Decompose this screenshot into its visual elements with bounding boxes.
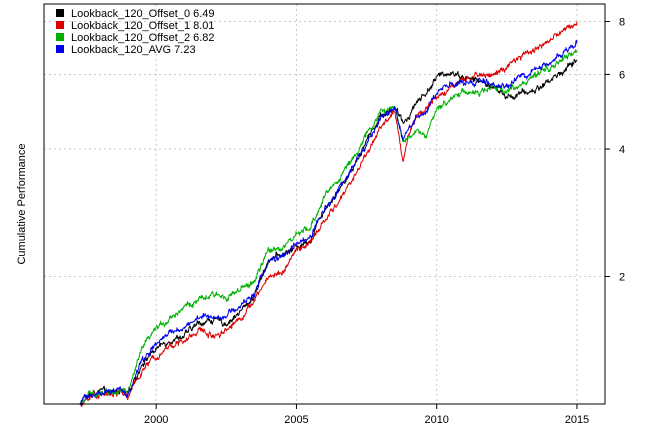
series-lines xyxy=(66,21,578,408)
x-tick-label-2005: 2005 xyxy=(284,414,308,426)
legend-swatch-2 xyxy=(56,33,64,41)
legend-swatch-0 xyxy=(56,9,64,17)
legend-label-3: Lookback_120_AVG 7.23 xyxy=(71,44,196,56)
legend-label-0: Lookback_120_Offset_0 6.49 xyxy=(71,8,215,20)
grid xyxy=(44,4,605,404)
legend-swatch-3 xyxy=(56,45,64,53)
legend: Lookback_120_Offset_0 6.49Lookback_120_O… xyxy=(56,8,215,56)
y-tick-label-8: 8 xyxy=(619,17,625,29)
y-axis-title: Cumulative Performance xyxy=(16,143,28,264)
series-line-3 xyxy=(66,40,578,406)
plot-frame xyxy=(43,3,606,405)
legend-label-2: Lookback_120_Offset_2 6.82 xyxy=(71,32,215,44)
x-tick-label-2000: 2000 xyxy=(144,414,168,426)
y-tick-label-2: 2 xyxy=(619,272,625,284)
series-line-0 xyxy=(66,59,578,406)
legend-swatch-1 xyxy=(56,21,64,29)
y-tick-label-4: 4 xyxy=(619,144,625,156)
x-axis: 2000 2005 2010 2015 xyxy=(144,404,589,426)
legend-label-1: Lookback_120_Offset_1 8.01 xyxy=(71,20,215,32)
series-line-2 xyxy=(66,49,578,405)
x-tick-label-2010: 2010 xyxy=(424,414,448,426)
y-tick-label-6: 6 xyxy=(619,69,625,81)
x-tick-label-2015: 2015 xyxy=(565,414,589,426)
series-line-1 xyxy=(66,21,578,408)
y-axis: 2 4 6 8 xyxy=(605,17,625,284)
